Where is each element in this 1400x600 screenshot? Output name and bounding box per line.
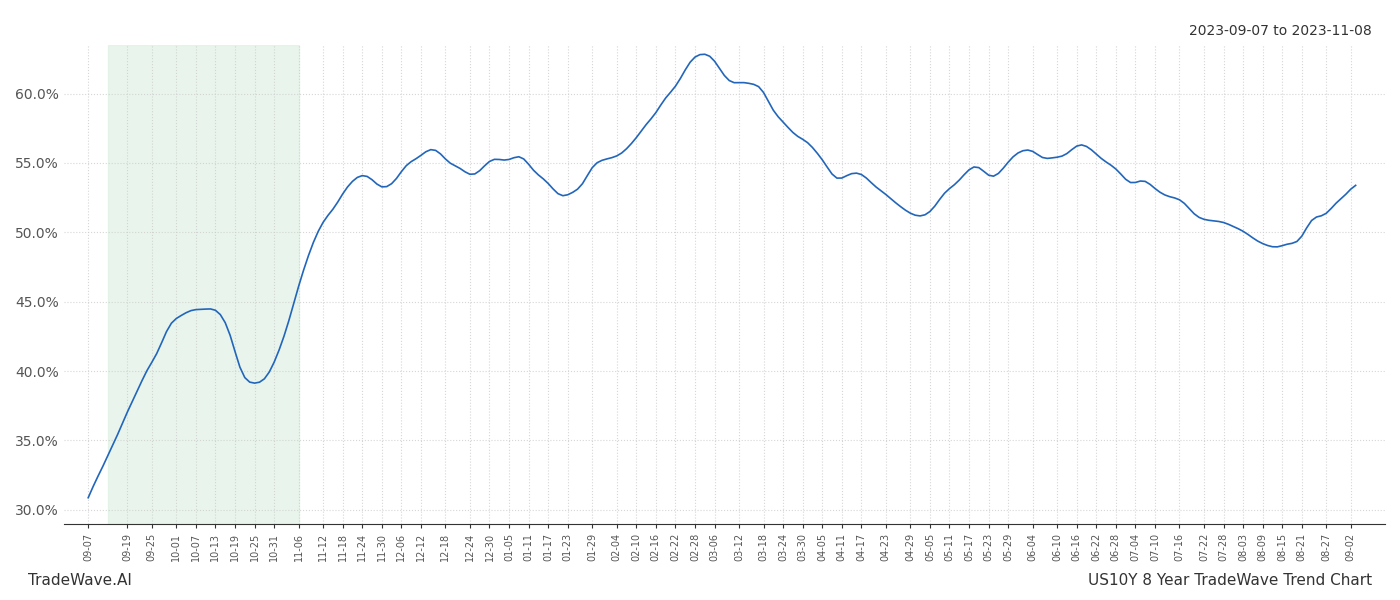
Text: 2023-09-07 to 2023-11-08: 2023-09-07 to 2023-11-08	[1189, 24, 1372, 38]
Text: TradeWave.AI: TradeWave.AI	[28, 573, 132, 588]
Text: US10Y 8 Year TradeWave Trend Chart: US10Y 8 Year TradeWave Trend Chart	[1088, 573, 1372, 588]
Bar	[108, 45, 298, 524]
